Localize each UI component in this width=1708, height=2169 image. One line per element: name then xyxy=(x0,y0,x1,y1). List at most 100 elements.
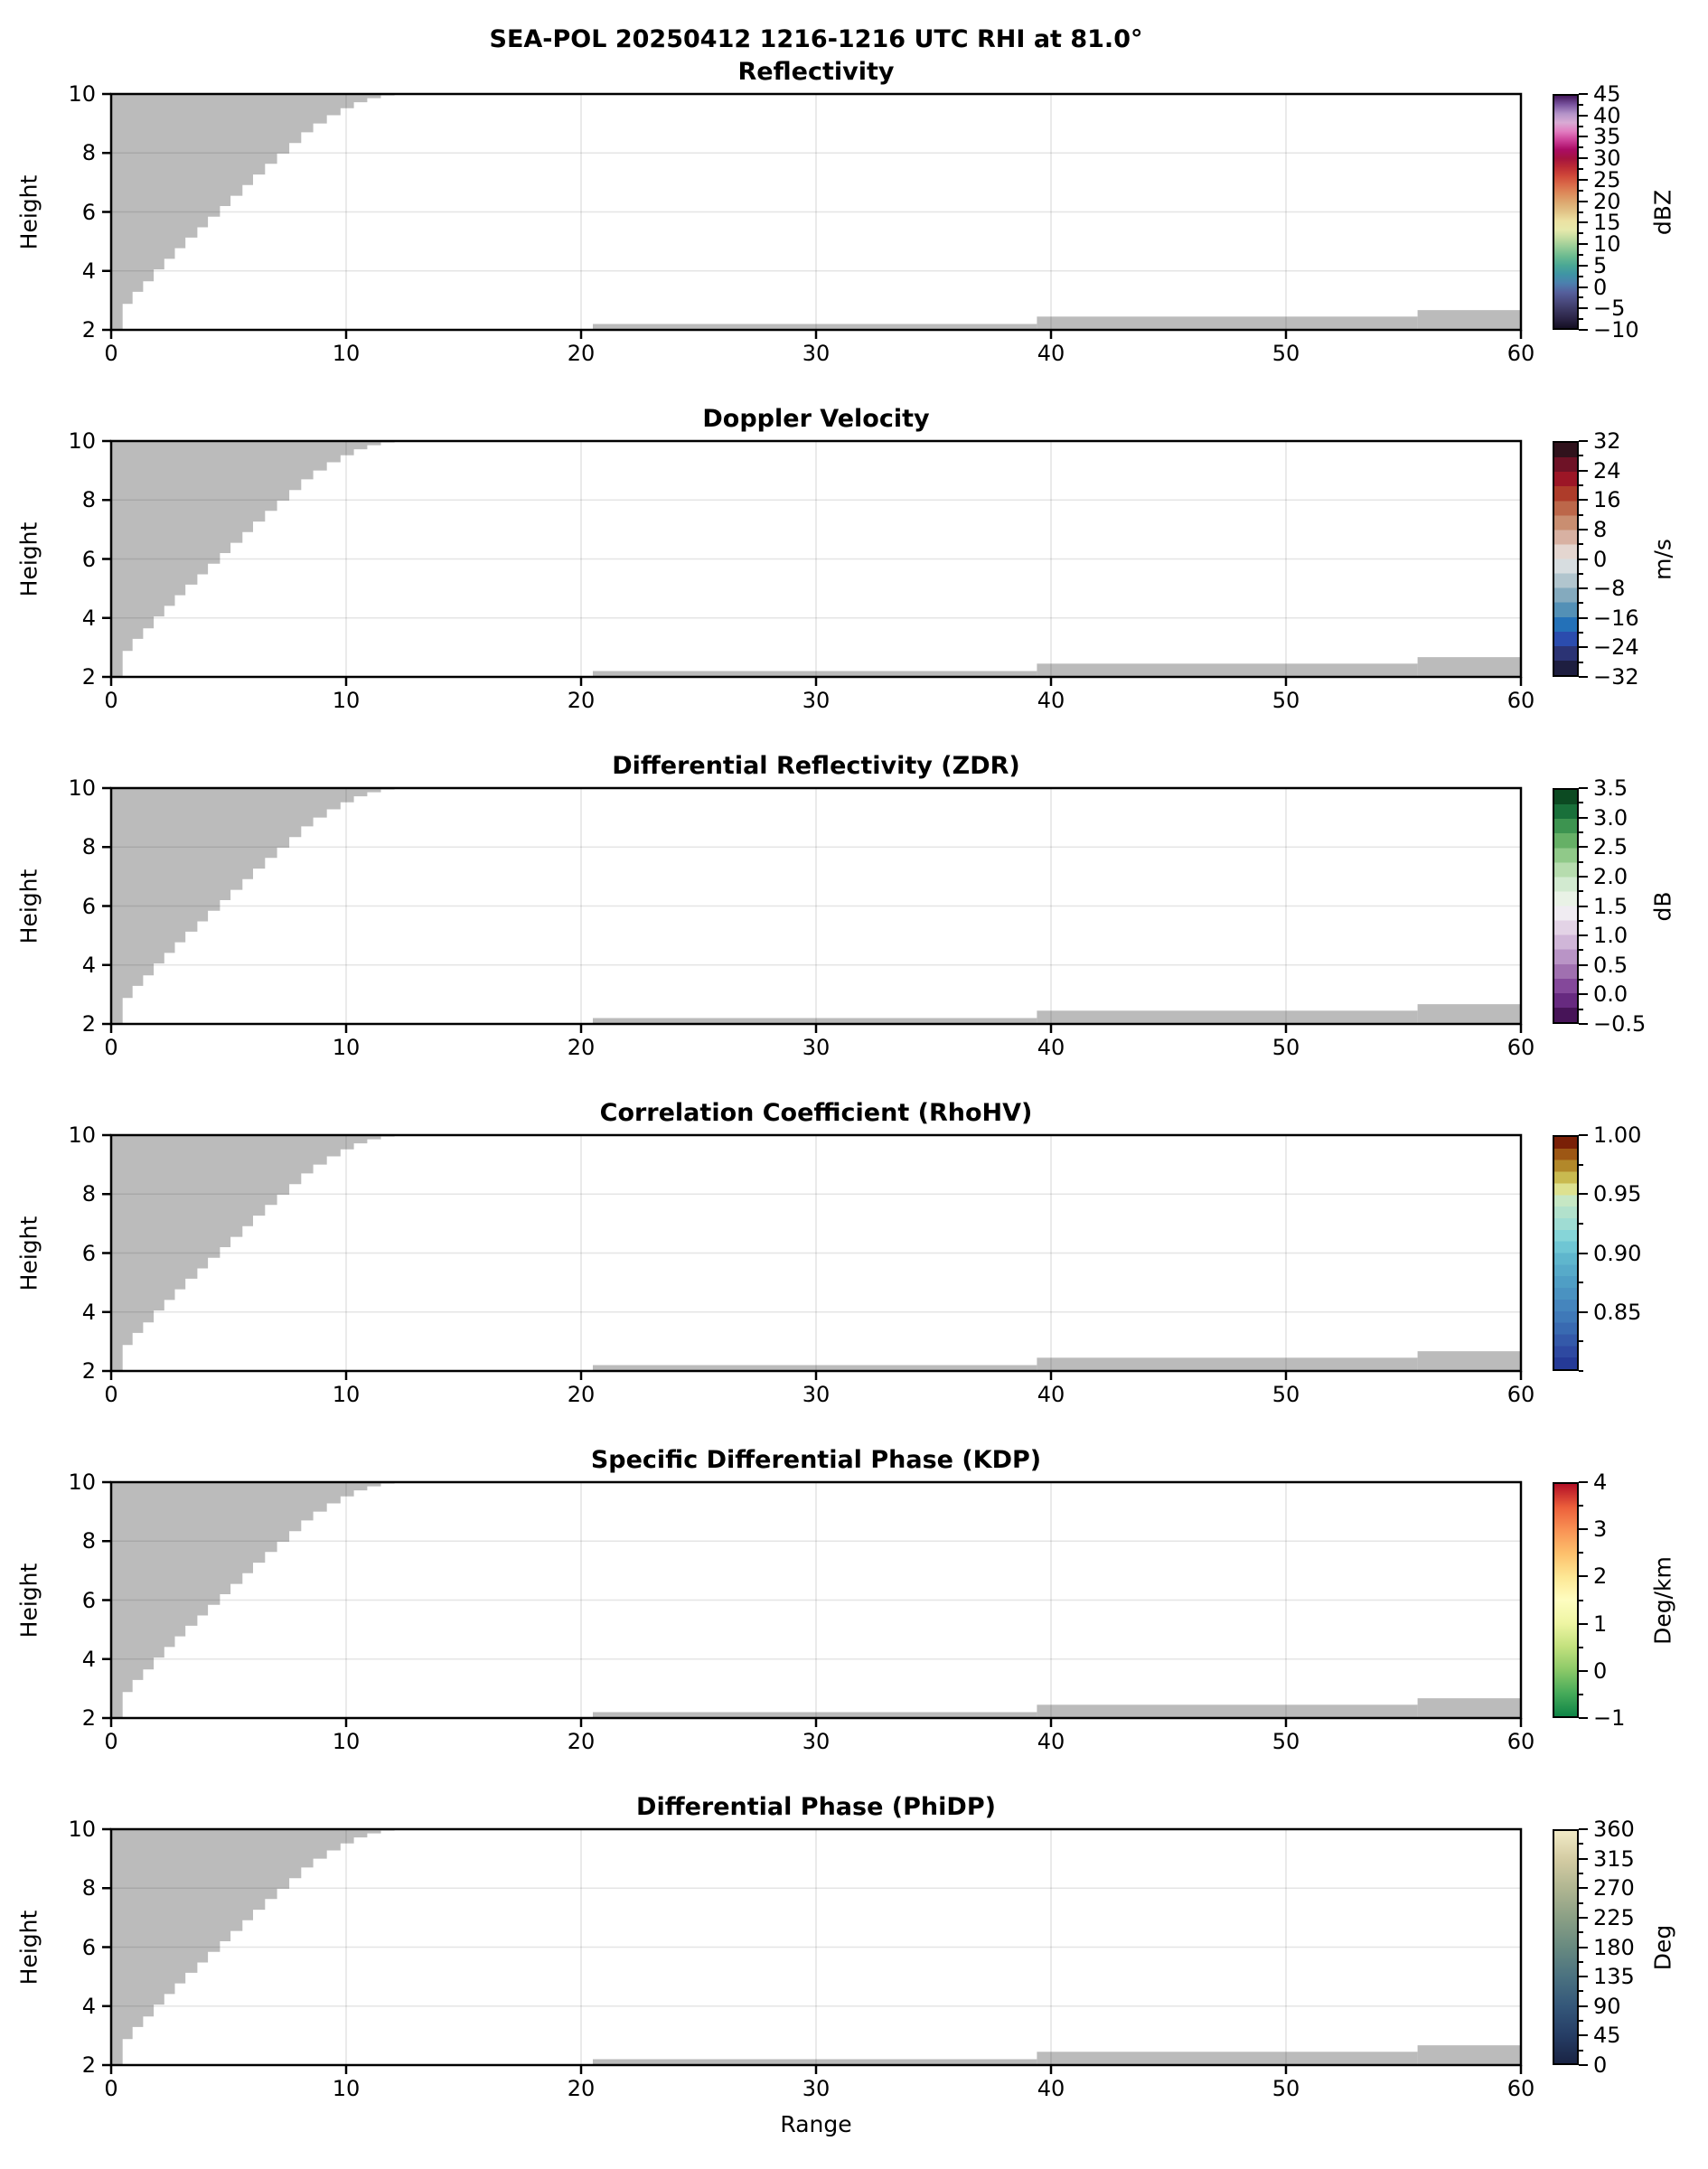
colorbar-major-tick xyxy=(1579,934,1588,937)
colorbar-minor-tick xyxy=(1579,1552,1583,1554)
colorbar-major-tick xyxy=(1579,1857,1588,1860)
y-tick-label: 2 xyxy=(81,317,96,343)
masked-wedge-region xyxy=(111,788,408,1024)
y-tick-label: 6 xyxy=(81,1934,96,1960)
y-tick-label: 10 xyxy=(68,775,96,801)
colorbar-dBZ xyxy=(1553,94,1579,330)
colorbar-tick-label: 25 xyxy=(1593,166,1621,192)
colorbar-major-tick xyxy=(1579,1575,1588,1578)
colorbar-major-tick xyxy=(1579,136,1588,138)
colorbar-tick-label: 2 xyxy=(1593,1563,1608,1590)
colorbar-minor-tick xyxy=(1579,1163,1583,1166)
colorbar-major-tick xyxy=(1579,2064,1588,2066)
panel-title: Reflectivity xyxy=(737,58,895,86)
colorbar-major-tick xyxy=(1579,1528,1588,1531)
colorbar-minor-tick xyxy=(1579,318,1583,321)
masked-strip-region xyxy=(1037,1010,1418,1024)
colorbar-minor-tick xyxy=(1579,802,1583,804)
colorbar-minor-tick xyxy=(1579,949,1583,952)
rhi-plot-area xyxy=(102,92,1523,339)
colorbar-minor-tick xyxy=(1579,572,1583,575)
colorbar-tick-label: 315 xyxy=(1593,1845,1635,1872)
colorbar-unit-label: Deg xyxy=(1649,1924,1676,1970)
colorbar-minor-tick xyxy=(1579,484,1583,486)
colorbar-minor-tick xyxy=(1579,1282,1583,1284)
x-tick-label: 0 xyxy=(104,2076,118,2101)
panel-title: Doppler Velocity xyxy=(702,405,930,433)
y-tick-label: 8 xyxy=(81,1181,96,1207)
colorbar-m/s xyxy=(1553,441,1579,677)
colorbar-tick-label: 24 xyxy=(1593,457,1621,484)
rhi-plot-area xyxy=(102,1480,1523,1727)
colorbar-major-tick xyxy=(1579,1023,1588,1025)
colorbar-minor-tick xyxy=(1579,1843,1583,1845)
masked-strip-region xyxy=(1037,1357,1418,1371)
y-tick-label: 4 xyxy=(81,952,96,978)
x-tick-label: 10 xyxy=(332,1729,361,1754)
x-tick-label: 40 xyxy=(1037,2076,1065,2101)
masked-strip-region xyxy=(1037,1704,1418,1718)
colorbar-tick-label: 35 xyxy=(1593,124,1621,150)
x-tick-label: 40 xyxy=(1037,1729,1065,1754)
rhi-plot-area xyxy=(102,1827,1523,2074)
colorbar-tick-label: 0.5 xyxy=(1593,952,1628,978)
panel-title: Differential Reflectivity (ZDR) xyxy=(612,752,1020,780)
colorbar-minor-tick xyxy=(1579,1872,1583,1874)
y-axis-label: Height xyxy=(15,174,42,249)
x-tick-label: 50 xyxy=(1272,1382,1300,1407)
colorbar-major-tick xyxy=(1579,846,1588,849)
colorbar-major-tick xyxy=(1579,1946,1588,1948)
y-axis-label: Height xyxy=(15,869,42,944)
colorbar-tick-label: −0.5 xyxy=(1593,1011,1647,1037)
colorbar-minor-tick xyxy=(1579,103,1583,106)
masked-strip-region xyxy=(1417,1004,1521,1024)
colorbar-rhohv xyxy=(1553,1135,1579,1371)
y-tick-label: 6 xyxy=(81,546,96,572)
x-tick-label: 60 xyxy=(1506,1382,1535,1407)
masked-strip-region xyxy=(1417,1698,1521,1718)
x-tick-label: 60 xyxy=(1506,341,1535,366)
colorbar-tick-label: 225 xyxy=(1593,1904,1635,1930)
colorbar-major-tick xyxy=(1579,1622,1588,1625)
x-axis-label: Range xyxy=(780,2111,852,2137)
colorbar-major-tick xyxy=(1579,157,1588,160)
colorbar-Deg xyxy=(1553,1829,1579,2065)
colorbar-major-tick xyxy=(1579,178,1588,181)
x-tick-label: 30 xyxy=(802,1382,831,1407)
colorbar-major-tick xyxy=(1579,264,1588,267)
colorbar-major-tick xyxy=(1579,1669,1588,1672)
colorbar-major-tick xyxy=(1579,1976,1588,1978)
colorbar-minor-tick xyxy=(1579,2049,1583,2052)
colorbar-tick-label: 0 xyxy=(1593,2052,1608,2078)
colorbar-minor-tick xyxy=(1579,168,1583,171)
x-tick-label: 30 xyxy=(802,1729,831,1754)
colorbar-minor-tick xyxy=(1579,831,1583,833)
y-tick-label: 8 xyxy=(81,1875,96,1901)
y-tick-label: 4 xyxy=(81,258,96,284)
colorbar-minor-tick xyxy=(1579,1370,1583,1372)
colorbar-tick-label: 2.5 xyxy=(1593,834,1628,860)
colorbar-major-tick xyxy=(1579,286,1588,288)
colorbar-tick-label: 40 xyxy=(1593,102,1621,128)
colorbar-major-tick xyxy=(1579,2034,1588,2037)
colorbar-major-tick xyxy=(1579,2005,1588,2007)
colorbar-tick-label: 90 xyxy=(1593,1993,1621,2019)
y-tick-label: 4 xyxy=(81,605,96,631)
colorbar-tick-label: −5 xyxy=(1593,296,1626,322)
colorbar-unit-label: dB xyxy=(1649,890,1676,922)
colorbar-tick-label: 3 xyxy=(1593,1516,1608,1543)
x-tick-label: 20 xyxy=(567,1035,596,1060)
colorbar-minor-tick xyxy=(1579,189,1583,192)
masked-strip-region xyxy=(593,1712,1037,1718)
colorbar-major-tick xyxy=(1579,816,1588,819)
colorbar-tick-label: 0 xyxy=(1593,274,1608,300)
colorbar-tick-label: 0 xyxy=(1593,546,1608,572)
x-tick-label: 10 xyxy=(332,1382,361,1407)
y-tick-label: 8 xyxy=(81,487,96,513)
y-tick-label: 4 xyxy=(81,1993,96,2019)
x-tick-label: 20 xyxy=(567,688,596,713)
colorbar-unit-label: dBZ xyxy=(1649,189,1676,235)
y-tick-label: 2 xyxy=(81,2052,96,2078)
x-tick-label: 0 xyxy=(104,1729,118,1754)
masked-strip-region xyxy=(1417,657,1521,677)
